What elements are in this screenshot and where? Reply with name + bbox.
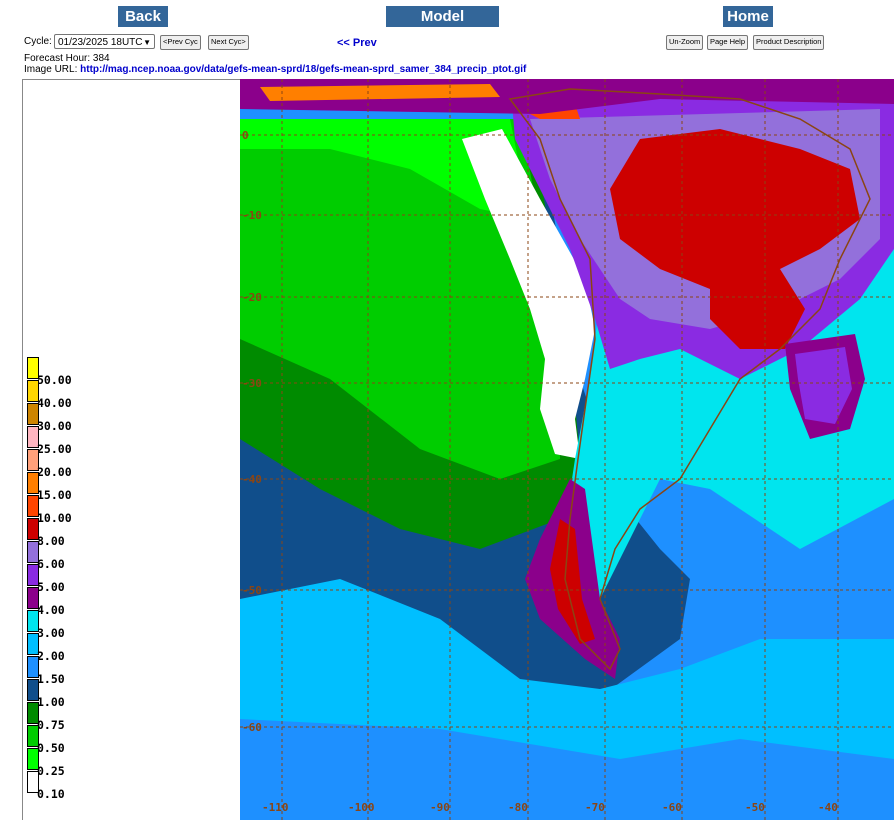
coastal-dry-white	[462, 129, 595, 459]
page-help-button[interactable]: Page Help	[707, 35, 749, 50]
legend-swatch	[27, 725, 39, 747]
latitude-label: -40	[242, 473, 262, 486]
legend-label: 50.00	[37, 373, 72, 387]
cycle-select[interactable]: 01/23/2025 18UTC ▼	[54, 34, 155, 49]
image-url: Image URL: http://mag.ncep.noaa.gov/data…	[24, 64, 526, 75]
latitude-label: -60	[242, 721, 262, 734]
equatorial-orange-band	[260, 84, 500, 101]
legend-label: 25.00	[37, 442, 72, 456]
precipitation-spread-map[interactable]: 0 -10 -20 -30 -40 -50 -60 -110 -100 -90 -80 -70 -60 -…	[240, 79, 894, 820]
chevron-down-icon: ▼	[143, 38, 151, 47]
legend-label: 6.00	[37, 557, 65, 571]
legend-label: 10.00	[37, 511, 72, 525]
legend-label: 15.00	[37, 488, 72, 502]
legend-swatch	[27, 610, 39, 632]
legend-label: 1.50	[37, 672, 65, 686]
legend-label: 0.10	[37, 787, 65, 801]
legend-label: 4.00	[37, 603, 65, 617]
patagonia-red	[550, 519, 595, 644]
legend-label: 40.00	[37, 396, 72, 410]
bright-green-field	[240, 119, 530, 219]
legend-swatch	[27, 564, 39, 586]
legend-swatch	[27, 380, 39, 402]
product-description-button[interactable]: Product Description	[753, 35, 825, 50]
legend-swatch	[27, 472, 39, 494]
legend-swatch	[27, 426, 39, 448]
longitude-label: -100	[348, 801, 375, 814]
legend-swatch	[27, 495, 39, 517]
unzoom-button[interactable]: Un-Zoom	[666, 35, 704, 50]
forecast-hour-value: 384	[92, 53, 110, 64]
south-america-coastline	[508, 88, 871, 671]
legend-swatch	[27, 633, 39, 655]
amazon-red	[610, 129, 860, 289]
home-button[interactable]: Home	[723, 6, 773, 27]
legend-label: 0.75	[37, 718, 65, 732]
legend-swatch	[27, 403, 39, 425]
legend-swatch	[27, 541, 39, 563]
legend-label: 8.00	[37, 534, 65, 548]
legend-label: 5.00	[37, 580, 65, 594]
forecast-hour-label: Forecast Hour:	[24, 53, 91, 64]
longitude-label: -60	[662, 801, 682, 814]
back-button[interactable]: Back	[118, 6, 168, 27]
legend-swatch	[27, 771, 39, 793]
longitude-label: -80	[508, 801, 528, 814]
longitude-label: -50	[745, 801, 765, 814]
latitude-label: 0	[242, 129, 249, 142]
longitude-label: -90	[430, 801, 450, 814]
legend-swatch	[27, 748, 39, 770]
prev-cycle-button[interactable]: <Prev Cyc	[160, 35, 201, 50]
cycle-select-value: 01/23/2025 18UTC	[58, 37, 143, 48]
cycle-label: Cycle:	[24, 36, 52, 47]
legend-swatch	[27, 656, 39, 678]
legend-label: 30.00	[37, 419, 72, 433]
latitude-label: -20	[242, 291, 262, 304]
legend-swatch	[27, 587, 39, 609]
legend-swatch	[27, 702, 39, 724]
legend-label: 0.25	[37, 764, 65, 778]
legend-swatch	[27, 449, 39, 471]
legend-swatch	[27, 518, 39, 540]
legend-label: 20.00	[37, 465, 72, 479]
legend-label: 2.00	[37, 649, 65, 663]
map-grid-labels: 0 -10 -20 -30 -40 -50 -60 -110 -100 -90 -80 -70 -60 -…	[242, 129, 838, 814]
model-guidance-button[interactable]: Model Guidance	[386, 6, 499, 46]
longitude-label: -70	[585, 801, 605, 814]
legend-label: 1.00	[37, 695, 65, 709]
legend-label: 3.00	[37, 626, 65, 640]
forecast-hour: Forecast Hour: 384	[24, 53, 110, 64]
map-gridlines	[240, 79, 894, 820]
southern-ocean-blue	[240, 719, 894, 820]
longitude-label: -110	[262, 801, 289, 814]
legend-label: 0.50	[37, 741, 65, 755]
prev-link[interactable]: << Prev	[337, 37, 377, 49]
image-url-label: Image URL:	[24, 64, 78, 75]
latitude-label: -30	[242, 377, 262, 390]
legend-swatch	[27, 357, 39, 379]
southern-brazil-red	[710, 269, 805, 349]
latitude-label: -10	[242, 209, 262, 222]
image-url-link[interactable]: http://mag.ncep.noaa.gov/data/gefs-mean-…	[80, 64, 527, 75]
next-cycle-button[interactable]: Next Cyc>	[208, 35, 249, 50]
longitude-label: -40	[818, 801, 838, 814]
legend-swatch	[27, 679, 39, 701]
latitude-label: -50	[242, 584, 262, 597]
